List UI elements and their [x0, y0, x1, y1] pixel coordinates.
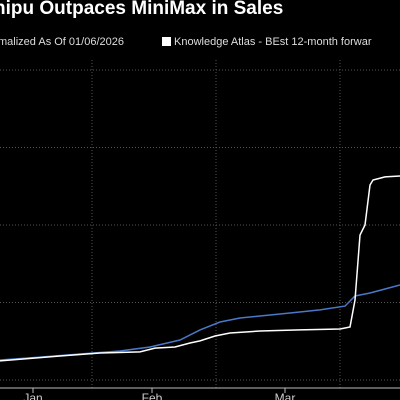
legend-label: Knowledge Atlas - BEst 12-month forwar: [174, 36, 372, 48]
chart-title: hipu Outpaces MiniMax in Sales: [0, 0, 283, 19]
legend-swatch: [162, 37, 171, 46]
x-tick-label: Jan: [23, 391, 42, 400]
x-tick-label: Feb: [142, 391, 163, 400]
legend-label: malized As Of 01/06/2026: [0, 36, 124, 48]
x-tick-label: Mar: [275, 391, 296, 400]
series-line: [0, 175, 400, 362]
